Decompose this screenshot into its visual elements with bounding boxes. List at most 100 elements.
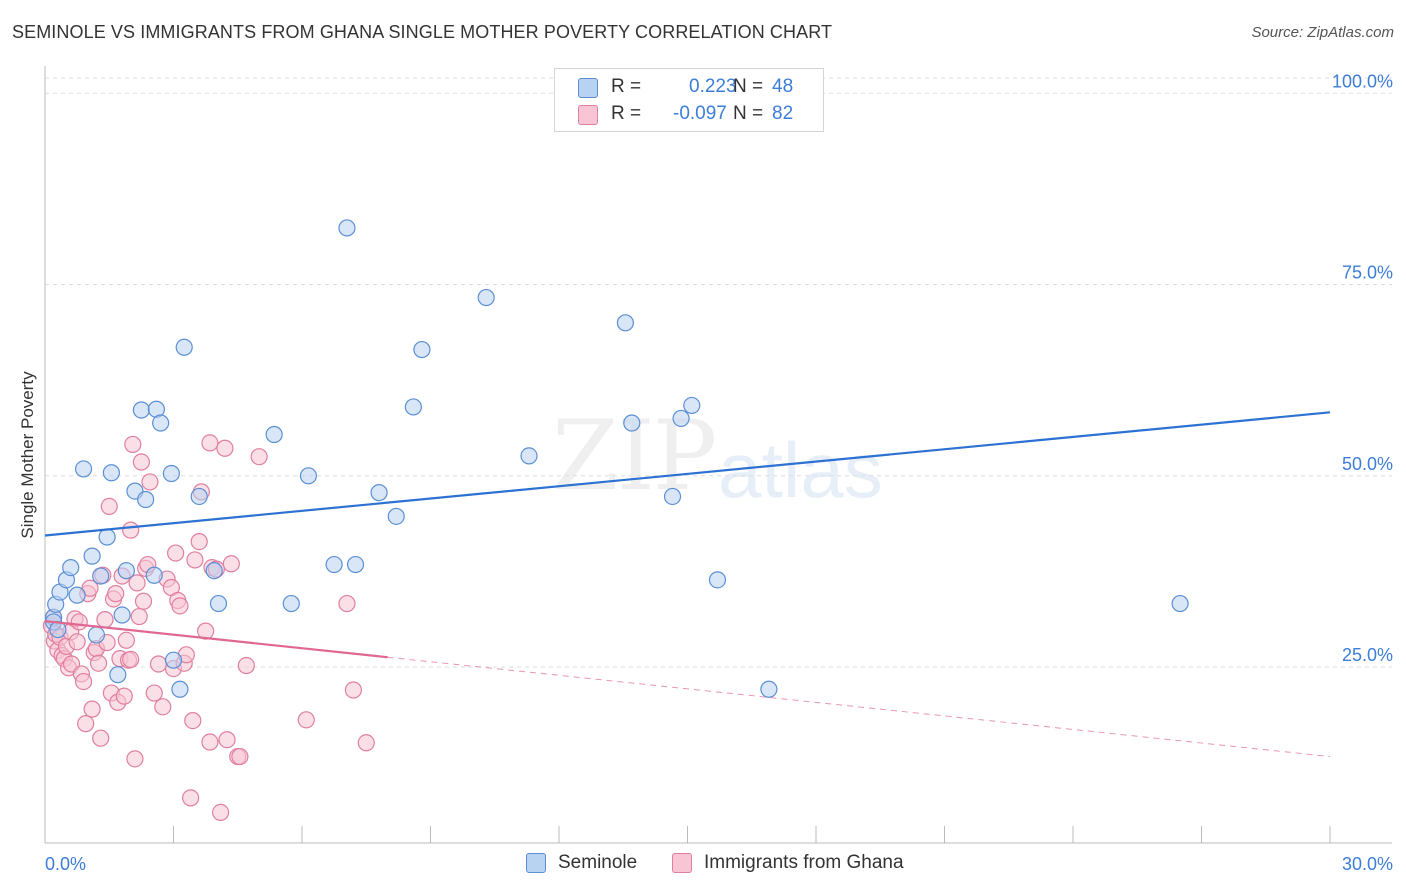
- seminole-point: [83, 547, 101, 565]
- y-tick-label: 75.0%: [1342, 263, 1393, 283]
- ghana-point: [216, 439, 234, 457]
- seminole-swatch: [526, 853, 546, 873]
- seminole-point: [132, 401, 150, 419]
- seminole-point: [325, 555, 343, 574]
- seminole-point: [145, 566, 163, 584]
- ghana-point: [141, 473, 159, 491]
- seminole-point: [102, 464, 120, 482]
- ghana-point: [154, 698, 172, 716]
- ghana-point: [107, 585, 125, 603]
- seminole-point: [109, 666, 127, 684]
- seminole-point: [760, 680, 778, 698]
- ghana-point: [186, 551, 204, 569]
- legend-label: Seminole: [558, 852, 638, 873]
- seminole-point: [672, 409, 690, 428]
- ghana-swatch: [672, 853, 692, 873]
- x-tick-label: 30.0%: [1342, 854, 1393, 874]
- ghana-point: [250, 448, 268, 466]
- r-value: 0.223: [689, 76, 737, 97]
- r-value: -0.097: [673, 103, 727, 124]
- ghana-point: [96, 611, 114, 629]
- seminole-point: [346, 555, 365, 574]
- trend-line-ghana: [44, 620, 388, 659]
- ghana-point: [130, 607, 148, 626]
- correlation-legend: R = 0.223 N = 48 R = -0.097 N = 82: [554, 68, 824, 132]
- seminole-point: [520, 447, 538, 465]
- seminole-swatch: [578, 78, 598, 98]
- trend-line-seminole: [44, 411, 1331, 537]
- seminole-point: [171, 680, 189, 698]
- seminole-point: [387, 507, 405, 525]
- seminole-point: [616, 314, 634, 332]
- seminole-point: [68, 586, 86, 604]
- ghana-point: [201, 733, 219, 751]
- ghana-point: [231, 747, 249, 766]
- seminole-point: [162, 464, 180, 483]
- ghana-point: [149, 655, 168, 673]
- seminole-point: [477, 288, 495, 307]
- x-tick-label: 0.0%: [45, 854, 86, 874]
- seminole-point: [205, 562, 223, 580]
- seminole-point: [404, 398, 422, 416]
- ghana-point: [190, 532, 208, 551]
- ghana-point: [128, 574, 146, 592]
- ghana-point: [212, 803, 230, 822]
- seminole-point: [87, 626, 106, 644]
- r-label: R =: [611, 76, 642, 97]
- points-layer: [42, 219, 1189, 822]
- ghana-point: [344, 681, 362, 699]
- ghana-point: [338, 594, 356, 613]
- ghana-point: [134, 592, 153, 610]
- ghana-point: [237, 656, 255, 675]
- ghana-point: [184, 711, 202, 730]
- n-value: 82: [772, 103, 794, 124]
- ghana-point: [171, 597, 189, 615]
- y-tick-label: 25.0%: [1342, 645, 1393, 665]
- ghana-point: [145, 684, 163, 702]
- seminole-point: [1171, 594, 1189, 613]
- ghana-point: [132, 453, 150, 471]
- ghana-point: [83, 700, 101, 718]
- trend-layer: [44, 411, 1331, 758]
- seminole-point: [175, 338, 193, 356]
- seminole-point: [117, 562, 135, 580]
- axis-layer: [44, 66, 1392, 844]
- n-label: N =: [733, 103, 764, 124]
- seminole-point: [74, 460, 93, 478]
- seminole-point: [113, 606, 131, 624]
- tick-label-layer: 25.0% 50.0% 75.0% 100.0% 0.0% 30.0%: [45, 71, 1393, 874]
- seminole-point: [663, 487, 682, 506]
- ghana-point: [117, 631, 135, 649]
- ghana-swatch: [578, 105, 598, 125]
- ghana-point: [124, 435, 142, 454]
- seminole-point: [164, 651, 183, 669]
- seminole-point: [299, 467, 318, 485]
- seminole-point: [265, 425, 283, 444]
- ghana-point: [201, 434, 219, 452]
- seminole-point: [137, 490, 155, 509]
- watermark-atlas: atlas: [718, 426, 883, 514]
- ghana-point: [115, 687, 133, 705]
- ghana-point: [89, 654, 108, 672]
- ghana-point: [74, 672, 93, 691]
- ghana-point: [222, 555, 240, 573]
- seminole-point: [708, 571, 727, 589]
- n-value: 48: [772, 76, 794, 97]
- chart-title: SEMINOLE VS IMMIGRANTS FROM GHANA SINGLE…: [12, 22, 833, 42]
- n-label: N =: [733, 76, 764, 97]
- ghana-point: [122, 521, 140, 539]
- seminole-point: [623, 414, 641, 432]
- seminole-point: [683, 396, 701, 415]
- seminole-point: [62, 558, 80, 577]
- seminole-point: [190, 487, 208, 506]
- seminole-point: [92, 567, 110, 585]
- ghana-point: [167, 544, 185, 562]
- seminole-point: [209, 594, 228, 613]
- ghana-point: [122, 650, 140, 669]
- ghana-point: [297, 711, 315, 729]
- y-tick-label: 50.0%: [1342, 454, 1393, 474]
- seminole-point: [152, 414, 170, 432]
- series-legend: Seminole Immigrants from Ghana: [0, 852, 1406, 878]
- ghana-point: [357, 734, 375, 752]
